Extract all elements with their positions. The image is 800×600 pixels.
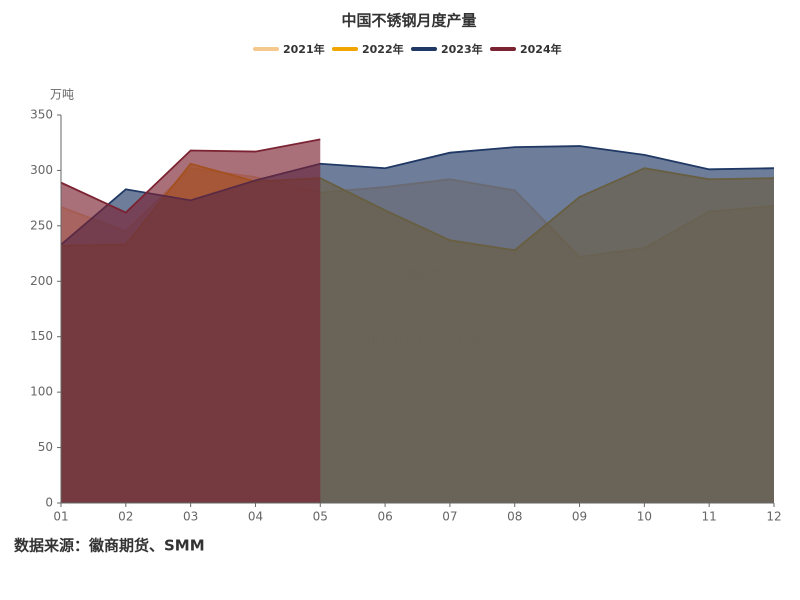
legend-item: 2021年: [253, 42, 325, 56]
y-tick-label: 0: [45, 496, 53, 510]
x-tick-label: 07: [442, 510, 457, 524]
line: [60, 138, 321, 214]
y-tick-label: 350: [30, 108, 53, 122]
legend-item: 2023年: [411, 42, 483, 56]
y-tick-label: 50: [38, 440, 53, 454]
x-tick-label: 10: [637, 510, 652, 524]
x-tick-label: 11: [702, 510, 717, 524]
y-tick-label: 100: [30, 385, 53, 399]
y-tick-label: 250: [30, 218, 53, 232]
legend-label: 2023年: [441, 42, 483, 56]
source: 数据来源：徽商期货、SMM: [14, 537, 205, 555]
legend-item: 2024年: [490, 42, 562, 56]
x-tick-label: 05: [313, 510, 328, 524]
legend-item: 2022年: [332, 42, 404, 56]
x-tick-label: 06: [377, 510, 392, 524]
area: [61, 139, 321, 504]
x-tick-label: 09: [572, 510, 587, 524]
x-tick-label: 01: [53, 510, 68, 524]
x-tick-label: 12: [766, 510, 781, 524]
y-axis-label: 万吨: [50, 88, 74, 102]
legend-label: 2024年: [520, 42, 562, 56]
y-tick-label: 200: [30, 274, 53, 288]
y-tick-label: 300: [30, 163, 53, 177]
y-tick-label: 150: [30, 329, 53, 343]
x-tick-label: 03: [183, 510, 198, 524]
x-tick-label: 04: [248, 510, 263, 524]
legend-label: 2022年: [362, 42, 404, 56]
x-tick-label: 02: [118, 510, 133, 524]
x-tick-label: 08: [507, 510, 522, 524]
legend-label: 2021年: [283, 42, 325, 56]
chart-title: 中国不锈钢月度产量: [341, 12, 476, 30]
